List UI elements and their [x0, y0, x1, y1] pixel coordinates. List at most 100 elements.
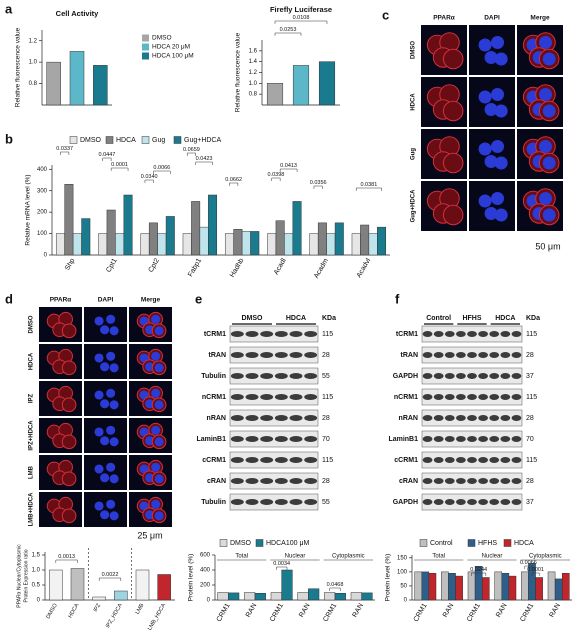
p-value: 0.0381 [360, 182, 377, 188]
p-value: 0.0468 [327, 582, 344, 588]
bar [123, 194, 133, 256]
nucleus [106, 388, 116, 398]
bar [547, 571, 556, 601]
nucleus [151, 351, 161, 361]
band [489, 415, 500, 421]
micrograph [84, 344, 127, 379]
row-label: Tubulin [201, 499, 226, 506]
bar [455, 575, 463, 601]
kda-label: 70 [526, 436, 534, 443]
p-value: 0.0337 [56, 146, 73, 152]
band [467, 457, 477, 463]
group-label: Nuclear [482, 554, 503, 560]
bar [165, 216, 175, 256]
band [260, 499, 274, 505]
band [489, 436, 500, 442]
band [274, 352, 288, 358]
bar [250, 231, 260, 256]
band [289, 331, 303, 337]
band [489, 373, 500, 379]
row-label: Gug+HDCA [411, 189, 417, 223]
band [289, 499, 303, 505]
significance-bracket [276, 566, 288, 570]
nucleus [94, 464, 104, 474]
micrograph [469, 77, 515, 127]
band [511, 457, 522, 463]
kda-label: 37 [526, 499, 534, 506]
x-tick-label: Acadl [273, 257, 288, 276]
band [289, 352, 303, 358]
bar [46, 61, 61, 106]
legend-swatch [219, 539, 228, 547]
y-tick-label: 1.6 [249, 48, 258, 54]
bar [501, 573, 510, 601]
cell-stain [61, 434, 77, 450]
legend-swatch [503, 539, 512, 547]
nucleus [100, 362, 110, 372]
band [260, 478, 274, 484]
row-label: LMB [29, 465, 35, 479]
nucleus [100, 436, 110, 446]
legend-swatch [419, 539, 428, 547]
nucleus [154, 400, 164, 410]
group-label: Total [235, 554, 248, 560]
band [274, 457, 288, 463]
band [274, 499, 288, 505]
bar [318, 61, 336, 106]
nucleus [100, 473, 110, 483]
band [274, 415, 288, 421]
band [478, 478, 488, 484]
y-axis-label: Relative mRNA level (%) [25, 174, 32, 245]
y-tick-label: 600 [200, 553, 211, 559]
band [245, 331, 259, 337]
panel-label: e [195, 291, 202, 306]
band [444, 331, 455, 337]
kda-label: 70 [322, 436, 330, 443]
nucleus [539, 192, 553, 205]
kda-label: 55 [322, 373, 330, 380]
bar [428, 573, 437, 601]
blot-strip [229, 472, 319, 490]
band [422, 457, 433, 463]
band [260, 352, 274, 358]
y-tick-label: 100 [37, 231, 48, 237]
band [500, 499, 511, 505]
condition-label: Control [426, 315, 451, 322]
band [422, 415, 433, 421]
x-tick-label: DMSO [45, 602, 59, 620]
nucleus [106, 499, 116, 509]
nucleus [542, 52, 556, 66]
x-tick-label: LMB [135, 602, 146, 615]
band [478, 436, 488, 442]
band [304, 457, 318, 463]
band [274, 331, 288, 337]
row-label: Tubulin [201, 373, 226, 380]
x-tick-label: RAN [442, 602, 455, 618]
nucleus [106, 425, 116, 435]
band [422, 478, 433, 484]
band [444, 457, 455, 463]
x-tick-label: Acadm [313, 257, 330, 280]
x-tick-label: RAN [352, 602, 365, 618]
band [260, 436, 274, 442]
panel-label: f [395, 291, 400, 306]
significance-bracket [279, 168, 298, 172]
nucleus [109, 437, 119, 447]
nucleus [494, 156, 508, 170]
bar [368, 233, 378, 256]
significance-bracket [355, 187, 382, 191]
group-label: Cytoplasmic [529, 554, 562, 560]
y-axis-label: PPARα Nuclear/Cytoplasmic [16, 544, 22, 608]
band [433, 373, 444, 379]
legend-swatch [141, 136, 150, 144]
kda-label: 115 [526, 331, 537, 338]
chart-title: Firefly Luciferase [270, 5, 332, 14]
band [467, 478, 477, 484]
column-header: DAPI [484, 15, 500, 22]
nucleus [100, 399, 110, 409]
significance-bracket [186, 152, 196, 156]
nucleus [539, 88, 553, 101]
bar [233, 229, 243, 256]
legend-label: Gug [152, 137, 165, 144]
band [500, 436, 511, 442]
